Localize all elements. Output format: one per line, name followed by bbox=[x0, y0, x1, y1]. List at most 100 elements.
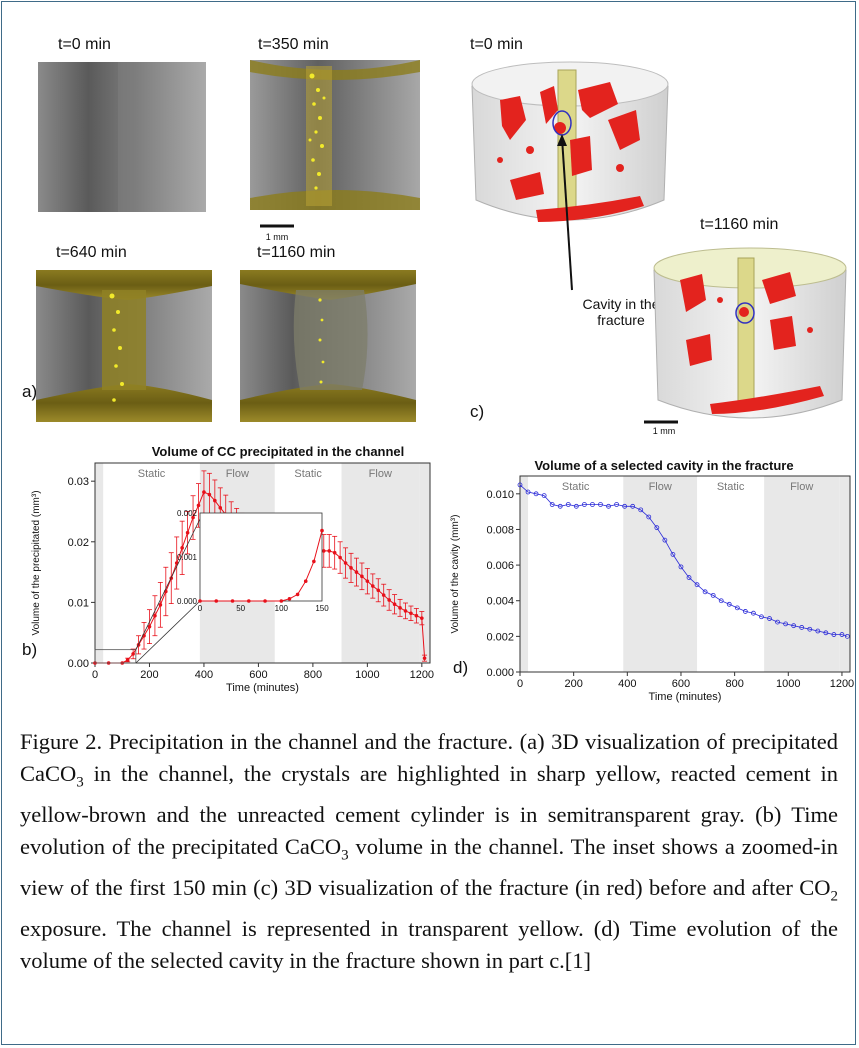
data-point bbox=[349, 566, 353, 570]
data-point bbox=[815, 628, 821, 634]
data-point bbox=[213, 498, 217, 503]
y-tick-label: 0.002 bbox=[486, 631, 514, 643]
x-tick-label: 800 bbox=[304, 669, 322, 681]
data-point bbox=[371, 584, 375, 588]
panel-a-label: a) bbox=[22, 382, 38, 401]
data-point bbox=[218, 506, 223, 510]
x-tick-label: 1200 bbox=[410, 669, 434, 681]
inset-x-tick-label: 100 bbox=[275, 604, 289, 613]
figure-caption: Figure 2. Precipitation in the channel a… bbox=[20, 726, 838, 977]
data-point bbox=[598, 502, 603, 507]
x-tick-label: 400 bbox=[195, 669, 213, 681]
data-point bbox=[414, 613, 419, 618]
data-point bbox=[638, 507, 644, 513]
y-tick-label: 0.006 bbox=[486, 560, 514, 572]
frame-title: t=1160 min bbox=[700, 216, 779, 233]
inset-data-point bbox=[279, 599, 284, 603]
phase-band bbox=[419, 463, 430, 663]
phase-label: Static bbox=[138, 468, 166, 480]
x-tick-label: 200 bbox=[140, 669, 158, 681]
inset-data-point bbox=[247, 599, 251, 603]
inset-data-point bbox=[214, 599, 219, 603]
x-axis-label: Time (minutes) bbox=[226, 682, 299, 694]
data-point bbox=[125, 658, 130, 662]
data-point bbox=[678, 564, 684, 570]
caption-text: exposure. The channel is represented in … bbox=[20, 916, 838, 974]
data-point bbox=[196, 503, 201, 508]
inset-data-point bbox=[303, 579, 308, 583]
rendering-t350 bbox=[250, 60, 420, 210]
phase-band bbox=[764, 476, 840, 672]
phase-band bbox=[95, 463, 104, 663]
scale-bar-label: 1 mm bbox=[652, 426, 676, 436]
chart-b-title: Volume of CC precipitated in the channel bbox=[151, 444, 405, 459]
panel-b-label: b) bbox=[22, 640, 38, 659]
data-point bbox=[557, 503, 563, 509]
phase-band bbox=[623, 476, 698, 672]
frame-title: t=0 min bbox=[58, 36, 111, 53]
inset-data-point bbox=[287, 597, 292, 601]
rendering-t1160 bbox=[240, 270, 416, 422]
data-point bbox=[549, 502, 555, 507]
data-point bbox=[392, 602, 397, 607]
panel-c-renderings bbox=[471, 61, 847, 424]
data-point bbox=[831, 632, 837, 637]
y-tick-label: 0.03 bbox=[68, 476, 89, 488]
data-point bbox=[734, 605, 740, 611]
phase-label: Flow bbox=[649, 481, 672, 493]
data-point bbox=[360, 574, 364, 579]
chart-d: Static Flow Static Flow 0 200 400 600 800 1000 120… bbox=[450, 475, 854, 703]
x-tick-label: 400 bbox=[618, 678, 636, 690]
phase-label: Flow bbox=[790, 481, 813, 493]
inset-connector bbox=[135, 518, 201, 650]
inset-data-point bbox=[230, 599, 235, 603]
data-point bbox=[131, 652, 135, 656]
series-line bbox=[519, 484, 848, 637]
data-point bbox=[422, 656, 427, 660]
x-tick-label: 1200 bbox=[830, 678, 854, 690]
plot-frame bbox=[519, 475, 851, 673]
data-point bbox=[185, 530, 190, 535]
data-point bbox=[590, 502, 595, 507]
data-point bbox=[662, 537, 668, 543]
inset-frame bbox=[199, 512, 323, 602]
data-point bbox=[381, 593, 386, 597]
data-point bbox=[332, 550, 337, 555]
data-point bbox=[354, 570, 359, 574]
phase-band bbox=[839, 476, 850, 672]
data-point bbox=[158, 603, 163, 607]
data-point bbox=[153, 613, 157, 618]
phase-label: Static bbox=[717, 481, 745, 493]
frame-title: t=0 min bbox=[470, 36, 523, 53]
phase-band bbox=[341, 463, 420, 663]
inset-data-point bbox=[295, 592, 300, 597]
x-axis-label: Time (minutes) bbox=[649, 691, 722, 703]
data-point bbox=[420, 616, 424, 620]
x-tick-label: 1000 bbox=[355, 669, 379, 681]
rendering-t640 bbox=[36, 270, 212, 422]
data-point bbox=[791, 623, 797, 629]
data-point bbox=[533, 491, 539, 497]
data-point bbox=[338, 555, 342, 560]
data-point bbox=[403, 609, 408, 613]
inset-y-tick-label: 0.002 bbox=[177, 509, 198, 518]
data-point bbox=[726, 601, 732, 607]
data-point bbox=[614, 502, 619, 507]
data-point bbox=[365, 579, 370, 583]
data-point bbox=[147, 624, 152, 629]
data-point bbox=[207, 492, 212, 497]
inset-data-point bbox=[312, 559, 316, 564]
data-point bbox=[823, 630, 829, 636]
phase-label: Flow bbox=[369, 468, 392, 480]
data-point bbox=[654, 525, 660, 531]
inset-x-tick-label: 150 bbox=[315, 604, 329, 613]
data-point bbox=[387, 598, 391, 602]
data-point bbox=[742, 609, 748, 614]
x-tick-label: 200 bbox=[564, 678, 582, 690]
data-point bbox=[517, 482, 523, 488]
data-point bbox=[775, 619, 780, 625]
y-tick-label: 0.00 bbox=[68, 658, 89, 670]
y-tick-label: 0.004 bbox=[486, 596, 514, 608]
data-point bbox=[751, 610, 756, 616]
